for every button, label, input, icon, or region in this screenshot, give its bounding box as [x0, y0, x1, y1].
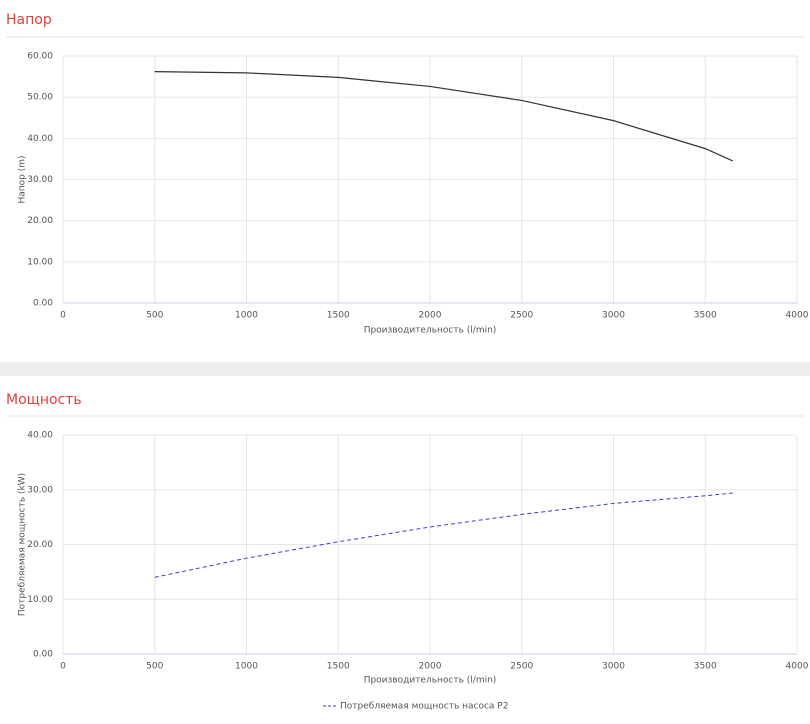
- data-line: [154, 492, 733, 578]
- y-tick-label: 20.00: [27, 216, 53, 226]
- legend-label: Потребляемая мощность насоса P2: [340, 702, 508, 712]
- x-tick-label: 3000: [602, 311, 625, 321]
- x-tick-label: 1500: [327, 662, 350, 672]
- x-tick-label: 4000: [786, 311, 809, 321]
- data-line: [154, 71, 734, 162]
- x-tick-label: 1000: [235, 662, 258, 672]
- x-tick-label: 4000: [786, 662, 809, 672]
- x-tick-label: 1500: [327, 311, 350, 321]
- x-tick-label: 3500: [694, 662, 717, 672]
- y-tick-label: 50.00: [27, 93, 53, 103]
- x-tick-label: 2500: [510, 662, 533, 672]
- panel-title: Напор: [6, 12, 52, 28]
- x-tick-label: 1000: [235, 311, 258, 321]
- x-tick-label: 3500: [694, 311, 717, 321]
- y-tick-label: 20.00: [27, 540, 53, 550]
- x-tick-label: 500: [146, 311, 163, 321]
- y-tick-label: 60.00: [27, 52, 53, 62]
- x-tick-label: 2500: [510, 311, 533, 321]
- y-tick-label: 30.00: [27, 175, 53, 185]
- y-tick-label: 10.00: [27, 595, 53, 605]
- y-axis-label: Потребляемая мощность (kW): [18, 473, 28, 616]
- y-tick-label: 40.00: [27, 134, 53, 144]
- x-tick-label: 0: [60, 662, 66, 672]
- x-tick-label: 0: [60, 311, 66, 321]
- x-tick-label: 2000: [419, 311, 442, 321]
- y-axis-label: Напор (m): [18, 155, 28, 203]
- x-tick-label: 2000: [419, 662, 442, 672]
- panel-separator: [0, 362, 810, 376]
- panel-title: Мощность: [6, 392, 82, 408]
- y-tick-label: 40.00: [27, 431, 53, 441]
- x-tick-label: 3000: [602, 662, 625, 672]
- y-tick-label: 0.00: [33, 650, 53, 660]
- x-axis-label: Производительность (l/min): [364, 676, 497, 686]
- y-tick-label: 0.00: [33, 299, 53, 309]
- x-tick-label: 500: [146, 662, 163, 672]
- x-axis-label: Производительность (l/min): [364, 326, 497, 336]
- y-tick-label: 10.00: [27, 257, 53, 267]
- y-tick-label: 30.00: [27, 485, 53, 495]
